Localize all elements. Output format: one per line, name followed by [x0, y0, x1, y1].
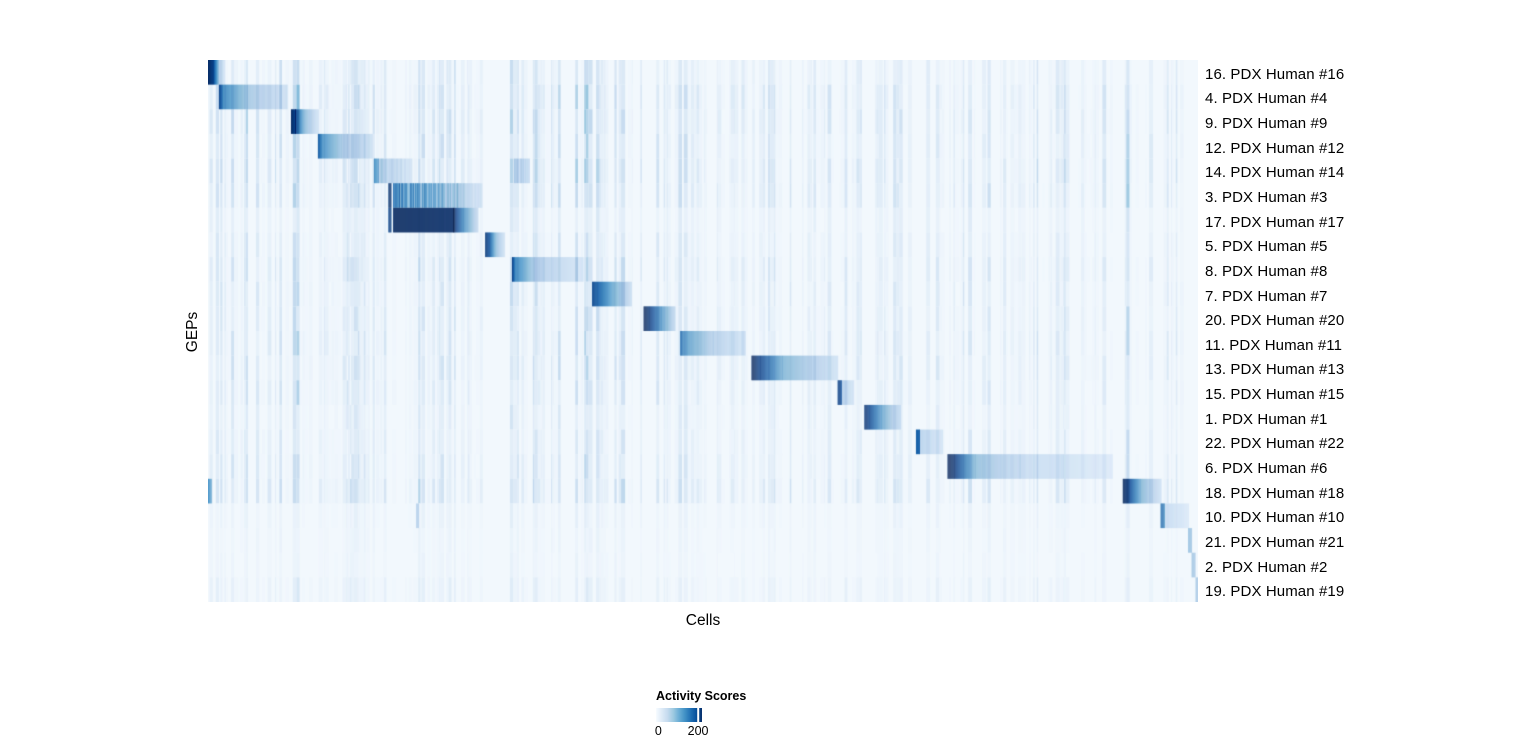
row-label: 21. PDX Human #21: [1205, 533, 1345, 551]
row-label: 12. PDX Human #12: [1205, 139, 1345, 157]
row-label: 18. PDX Human #18: [1205, 484, 1345, 502]
row-label: 6. PDX Human #6: [1205, 459, 1328, 477]
row-label: 14. PDX Human #14: [1205, 164, 1345, 182]
colorbar-title: Activity Scores: [656, 689, 747, 703]
colorbar-min-label: 0: [654, 724, 662, 738]
gep-row-labels: 16. PDX Human #16 4. PDX Human #4 9. PDX H…: [1205, 60, 1535, 602]
colorbar-labels: 0 200: [654, 724, 709, 740]
row-label: 15. PDX Human #15: [1205, 386, 1345, 404]
row-label: 3. PDX Human #3: [1205, 188, 1328, 206]
y-axis-label: GEPs: [184, 311, 201, 353]
row-label: 11. PDX Human #11: [1205, 336, 1343, 354]
heatmap-plot-area: [208, 60, 1198, 602]
row-label: 2. PDX Human #2: [1205, 558, 1328, 576]
activity-scores-legend: Activity Scores 0 200: [654, 689, 747, 740]
heatmap-canvas: [208, 60, 1198, 602]
colorbar-gradient: [656, 708, 702, 722]
row-label: 19. PDX Human #19: [1205, 583, 1345, 601]
row-label: 10. PDX Human #10: [1205, 509, 1345, 527]
row-label: 7. PDX Human #7: [1205, 287, 1328, 305]
row-label: 4. PDX Human #4: [1205, 90, 1328, 108]
row-label: 1. PDX Human #1: [1205, 410, 1328, 428]
colorbar-tick-200: [697, 708, 699, 722]
row-label: 8. PDX Human #8: [1205, 262, 1328, 280]
row-label: 17. PDX Human #17: [1205, 213, 1345, 231]
row-label: 22. PDX Human #22: [1205, 435, 1345, 453]
row-label: 5. PDX Human #5: [1205, 238, 1328, 256]
row-label: 13. PDX Human #13: [1205, 361, 1345, 379]
row-label: 20. PDX Human #20: [1205, 312, 1345, 330]
colorbar-200-label: 200: [687, 724, 709, 738]
x-axis-label: Cells: [685, 612, 721, 629]
row-label: 9. PDX Human #9: [1205, 115, 1328, 133]
row-label: 16. PDX Human #16: [1205, 65, 1345, 83]
